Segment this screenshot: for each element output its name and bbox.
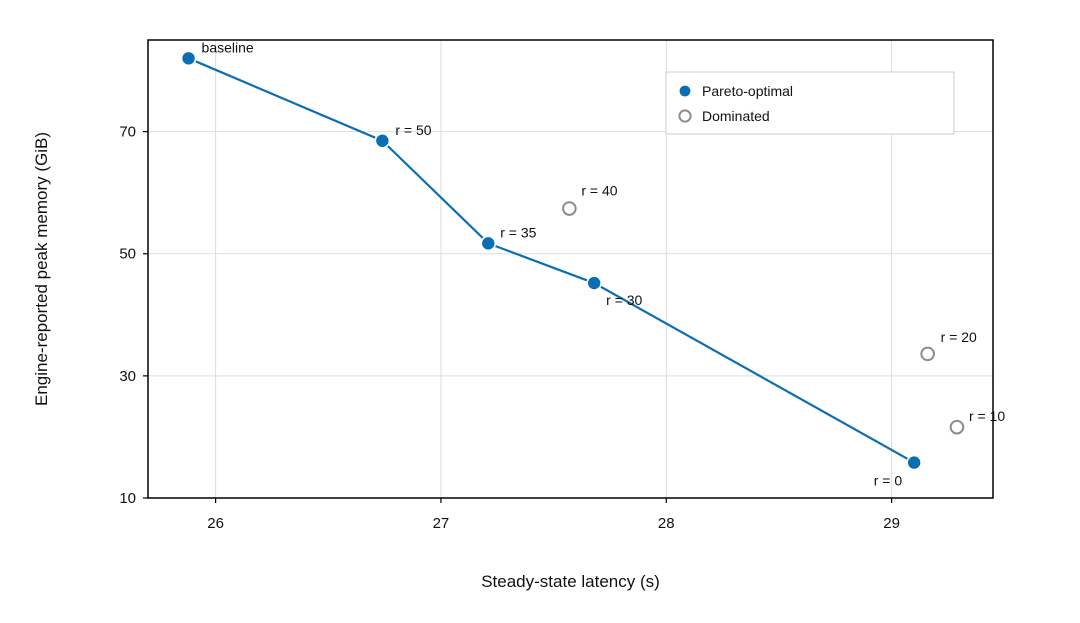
legend-box	[665, 71, 955, 135]
point-labels: baseline r = 50 r = 35 r = 30 r = 0 r = 40 r =…	[202, 39, 1006, 488]
dominated-point	[949, 419, 965, 435]
plot-frame	[147, 39, 994, 499]
legend-label: Dominated	[702, 108, 770, 124]
point-label: r = 0	[874, 473, 903, 489]
point-label: r = 20	[941, 329, 977, 345]
point-label: baseline	[202, 39, 254, 55]
point-label: r = 10	[969, 408, 1005, 424]
legend-label: Pareto-optimal	[702, 83, 793, 99]
pareto-point	[480, 235, 497, 252]
legend-dominated-marker	[678, 109, 692, 123]
legend-pareto-marker	[678, 84, 692, 98]
y-axis-title: Engine-reported peak memory (GiB)	[32, 132, 51, 406]
x-axis-title: Steady-state latency (s)	[481, 572, 660, 591]
point-label: r = 30	[606, 292, 642, 308]
pareto-point	[374, 132, 391, 149]
y-tick-label: 50	[119, 246, 136, 263]
legend: Pareto-optimal Dominated	[665, 71, 955, 135]
x-tick-label: 28	[658, 515, 675, 532]
point-label: r = 40	[581, 183, 617, 199]
dominated-point	[562, 201, 577, 216]
pareto-point	[906, 454, 922, 471]
pareto-point	[180, 50, 197, 67]
data-points	[180, 50, 965, 471]
point-label: r = 50	[395, 122, 431, 138]
pareto-point	[586, 275, 602, 291]
x-tick-label: 27	[433, 515, 450, 532]
x-tick-label: 26	[207, 515, 224, 532]
axis-ticks: 26 27 28 29 10 30 50 70	[119, 124, 900, 532]
x-tick-label: 29	[883, 515, 900, 532]
y-tick-label: 70	[119, 124, 136, 141]
y-tick-label: 30	[119, 368, 136, 385]
dominated-point	[920, 346, 935, 362]
y-tick-label: 10	[119, 490, 136, 507]
point-label: r = 35	[500, 224, 536, 240]
